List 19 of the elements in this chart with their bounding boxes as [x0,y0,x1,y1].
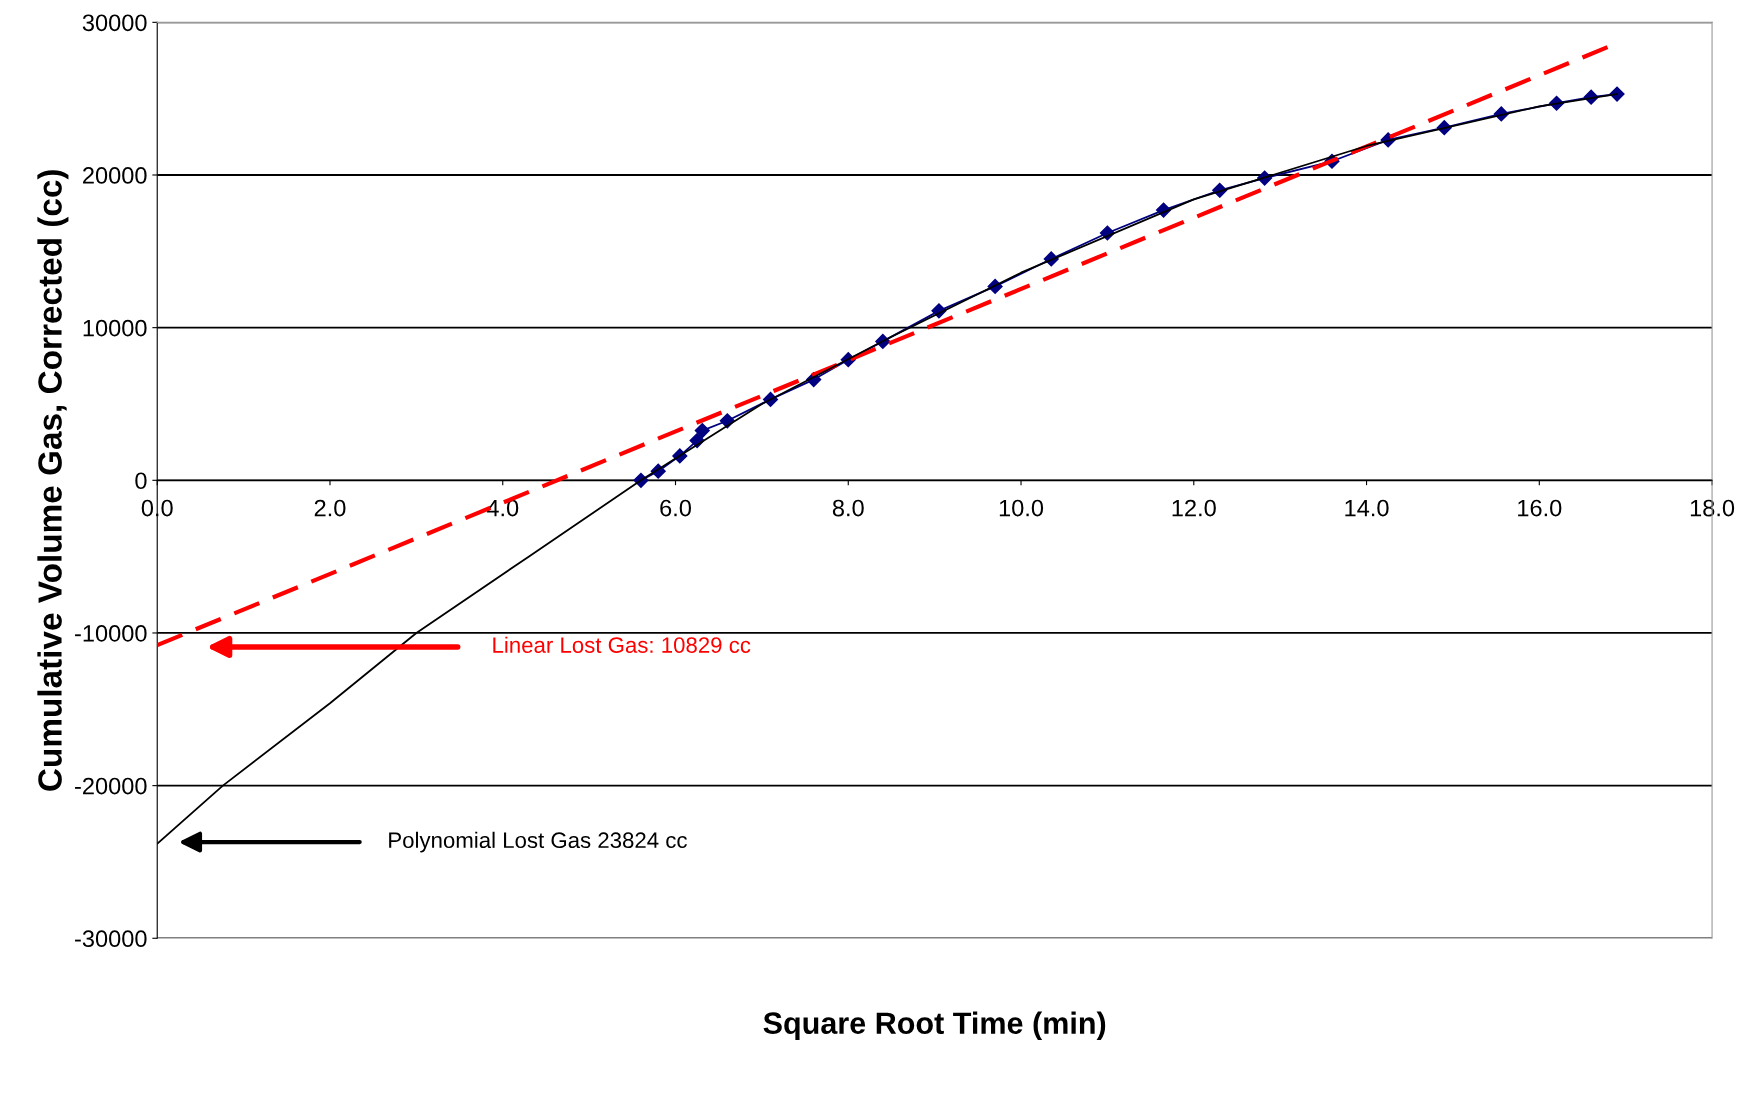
annotation: Linear Lost Gas: 10829 cc [493,636,751,653]
y-tick-label: 0 [135,472,147,490]
x-tick-label: 8.0 [832,499,864,517]
x-tick-label: 18.0 [1690,499,1735,517]
y-tick-label: 10000 [83,319,147,337]
annotation: Polynomial Lost Gas 23824 cc [389,831,687,853]
x-tick-label: 2.0 [314,499,346,517]
y-tick-label: -10000 [75,625,147,642]
x-tick-label: 16.0 [1518,499,1562,517]
x-tick-label: 12.0 [1172,499,1216,517]
x-tick-label: 14.0 [1345,499,1389,517]
x-tick-label: 10.0 [999,499,1044,517]
y-tick-label: -20000 [75,777,147,795]
x-axis-title: Square Root Time (min) [763,1011,1106,1041]
y-tick-label: 20000 [83,167,147,184]
y-tick-label: 30000 [82,14,147,32]
y-tick-label: -30000 [75,930,147,948]
x-tick-label: 6.0 [660,499,691,517]
y-axis-title: Cumulative Volume Gas, Corrected (cc) [37,170,69,791]
